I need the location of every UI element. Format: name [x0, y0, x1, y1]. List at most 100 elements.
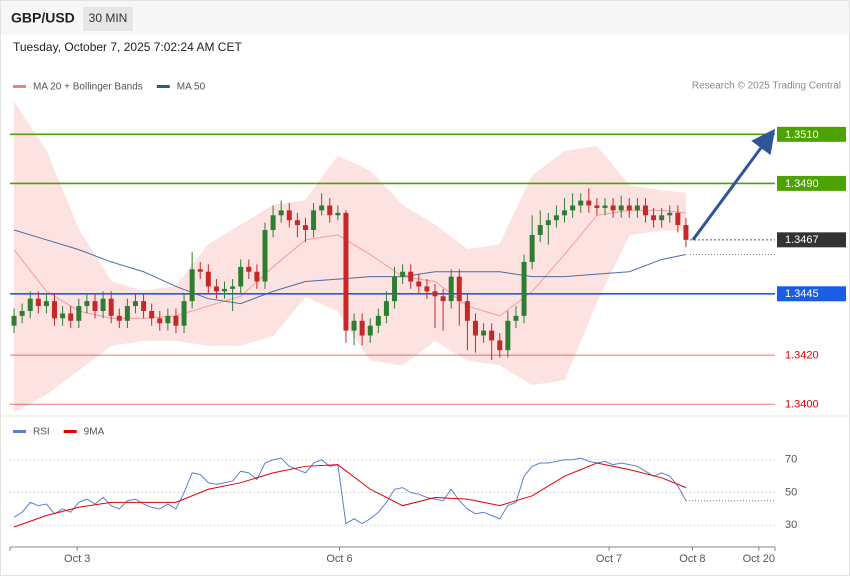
candle-body [294, 220, 300, 226]
x-tick-label: Oct 8 [679, 553, 705, 565]
band-upper [13, 102, 687, 292]
candle-body [651, 215, 657, 221]
candle-body [634, 205, 640, 211]
legend-swatch [156, 85, 170, 88]
symbol: GBP/USD [11, 10, 75, 26]
candle-body [27, 298, 33, 311]
candle-body [456, 276, 462, 302]
candle-body [578, 200, 584, 206]
candle-body [124, 306, 130, 321]
candle-body [92, 301, 98, 311]
candle-body [286, 210, 292, 221]
candle-body [432, 291, 438, 297]
candle-body [513, 315, 519, 321]
candle-body [626, 205, 632, 211]
candle-body [238, 266, 244, 287]
legend-label: MA 20 + Bollinger Bands [33, 82, 143, 93]
candle-body [213, 286, 219, 292]
level-label: 1.3467 [785, 234, 819, 246]
ma50-line [13, 229, 687, 305]
candle-body [76, 306, 82, 321]
candle-body [448, 276, 454, 302]
candle-body [311, 210, 317, 231]
candle-body [537, 225, 543, 235]
level-label: 1.3490 [785, 178, 819, 190]
timeframe-box[interactable] [83, 7, 133, 31]
candle-body [553, 215, 559, 221]
candle-body [43, 301, 49, 307]
candle-body [481, 330, 487, 336]
y-tick-label: 70 [785, 454, 797, 466]
candle-body [408, 271, 414, 282]
candle-body [383, 301, 389, 316]
candle-body [108, 298, 114, 316]
candle-body [52, 301, 58, 319]
y-tick-label: 50 [785, 486, 797, 498]
credit: Research © 2025 Trading Central [692, 81, 841, 92]
candle-body [84, 301, 90, 307]
candle-body [11, 315, 17, 326]
candle-body [416, 281, 422, 287]
candle-body [683, 225, 689, 240]
level-label: 1.3400 [785, 399, 819, 411]
candle-body [141, 301, 147, 311]
candle-body [586, 200, 592, 206]
candle-body [116, 315, 122, 321]
candle-body [424, 286, 430, 292]
x-tick-label: Oct 3 [64, 553, 90, 565]
candle-body [489, 330, 495, 341]
candle-body [472, 320, 478, 336]
band-fill [14, 102, 686, 412]
candle-body [270, 215, 276, 231]
candle-body [440, 296, 446, 302]
legend-swatch [13, 430, 26, 433]
level-box [777, 286, 846, 302]
candle-body [278, 210, 284, 216]
candle-body [367, 325, 373, 336]
candle-body [351, 320, 357, 331]
candle-body [562, 210, 568, 216]
level-box [777, 126, 846, 142]
candle-body [335, 212, 341, 216]
candle-body [675, 212, 681, 226]
candle-body [521, 261, 527, 316]
candle-body [610, 205, 616, 211]
header-bar [1, 1, 849, 35]
candle-body [659, 215, 665, 221]
candle-body [197, 269, 203, 272]
candle-body [343, 212, 349, 331]
candle-body [149, 310, 155, 319]
level-label: 1.3510 [785, 129, 819, 141]
candle-body [173, 315, 179, 326]
candle-body [68, 313, 74, 321]
candle-body [35, 298, 41, 307]
candle-body [189, 269, 195, 302]
legend-label: MA 50 [177, 82, 206, 93]
level-box [777, 175, 846, 191]
candle-body [246, 266, 252, 272]
candle-body [100, 298, 106, 311]
candle-body [165, 315, 171, 324]
candle-body [392, 276, 398, 302]
y-tick-label: 30 [785, 519, 797, 531]
candle-body [505, 320, 511, 351]
candle-body [181, 301, 187, 326]
timeframe[interactable]: 30 MIN [89, 11, 128, 25]
legend-label: 9MA [84, 427, 105, 438]
projection-arrow [691, 128, 776, 241]
legend-swatch [63, 430, 77, 433]
candle-body [667, 212, 673, 216]
candle-body [545, 220, 551, 226]
candle-body [497, 340, 503, 351]
timestamp: Tuesday, October 7, 2025 7:02:24 AM CET [13, 40, 242, 54]
level-label: 1.3445 [785, 288, 819, 300]
ma9-line [13, 462, 687, 528]
candle-body [205, 271, 211, 287]
candle-body [642, 205, 648, 216]
candle-body [359, 320, 365, 336]
candle-body [570, 205, 576, 211]
candle-body [230, 286, 236, 289]
candle-body [594, 205, 600, 208]
legend-label: RSI [33, 427, 50, 438]
